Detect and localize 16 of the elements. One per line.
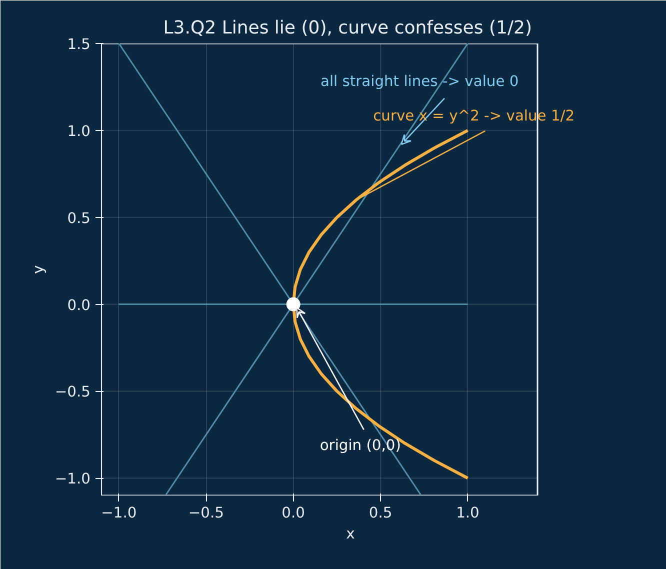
y-tick-label: −0.5 xyxy=(54,384,91,401)
x-tick-label: −1.0 xyxy=(101,504,137,522)
x-tick-label: 0.0 xyxy=(282,504,305,522)
annotation: all straight lines -> value 0 xyxy=(320,72,519,90)
x-tick-label: 1.0 xyxy=(456,504,480,522)
y-tick-label: 1.0 xyxy=(67,122,91,140)
annotation: origin (0,0) xyxy=(320,437,401,454)
y-axis-title: y xyxy=(30,264,47,274)
y-tick-label: 0.0 xyxy=(67,296,91,314)
x-axis-title: x xyxy=(346,526,356,542)
x-tick-label: 0.5 xyxy=(368,504,392,522)
y-tick-label: 0.5 xyxy=(67,210,91,227)
chart-title: L3.Q2 Lines lie (0), curve confesses (1/2) xyxy=(163,18,532,38)
x-tick-label: −0.5 xyxy=(188,504,224,522)
y-tick-label: 1.5 xyxy=(67,36,91,53)
y-tick-label: −1.0 xyxy=(54,470,91,488)
